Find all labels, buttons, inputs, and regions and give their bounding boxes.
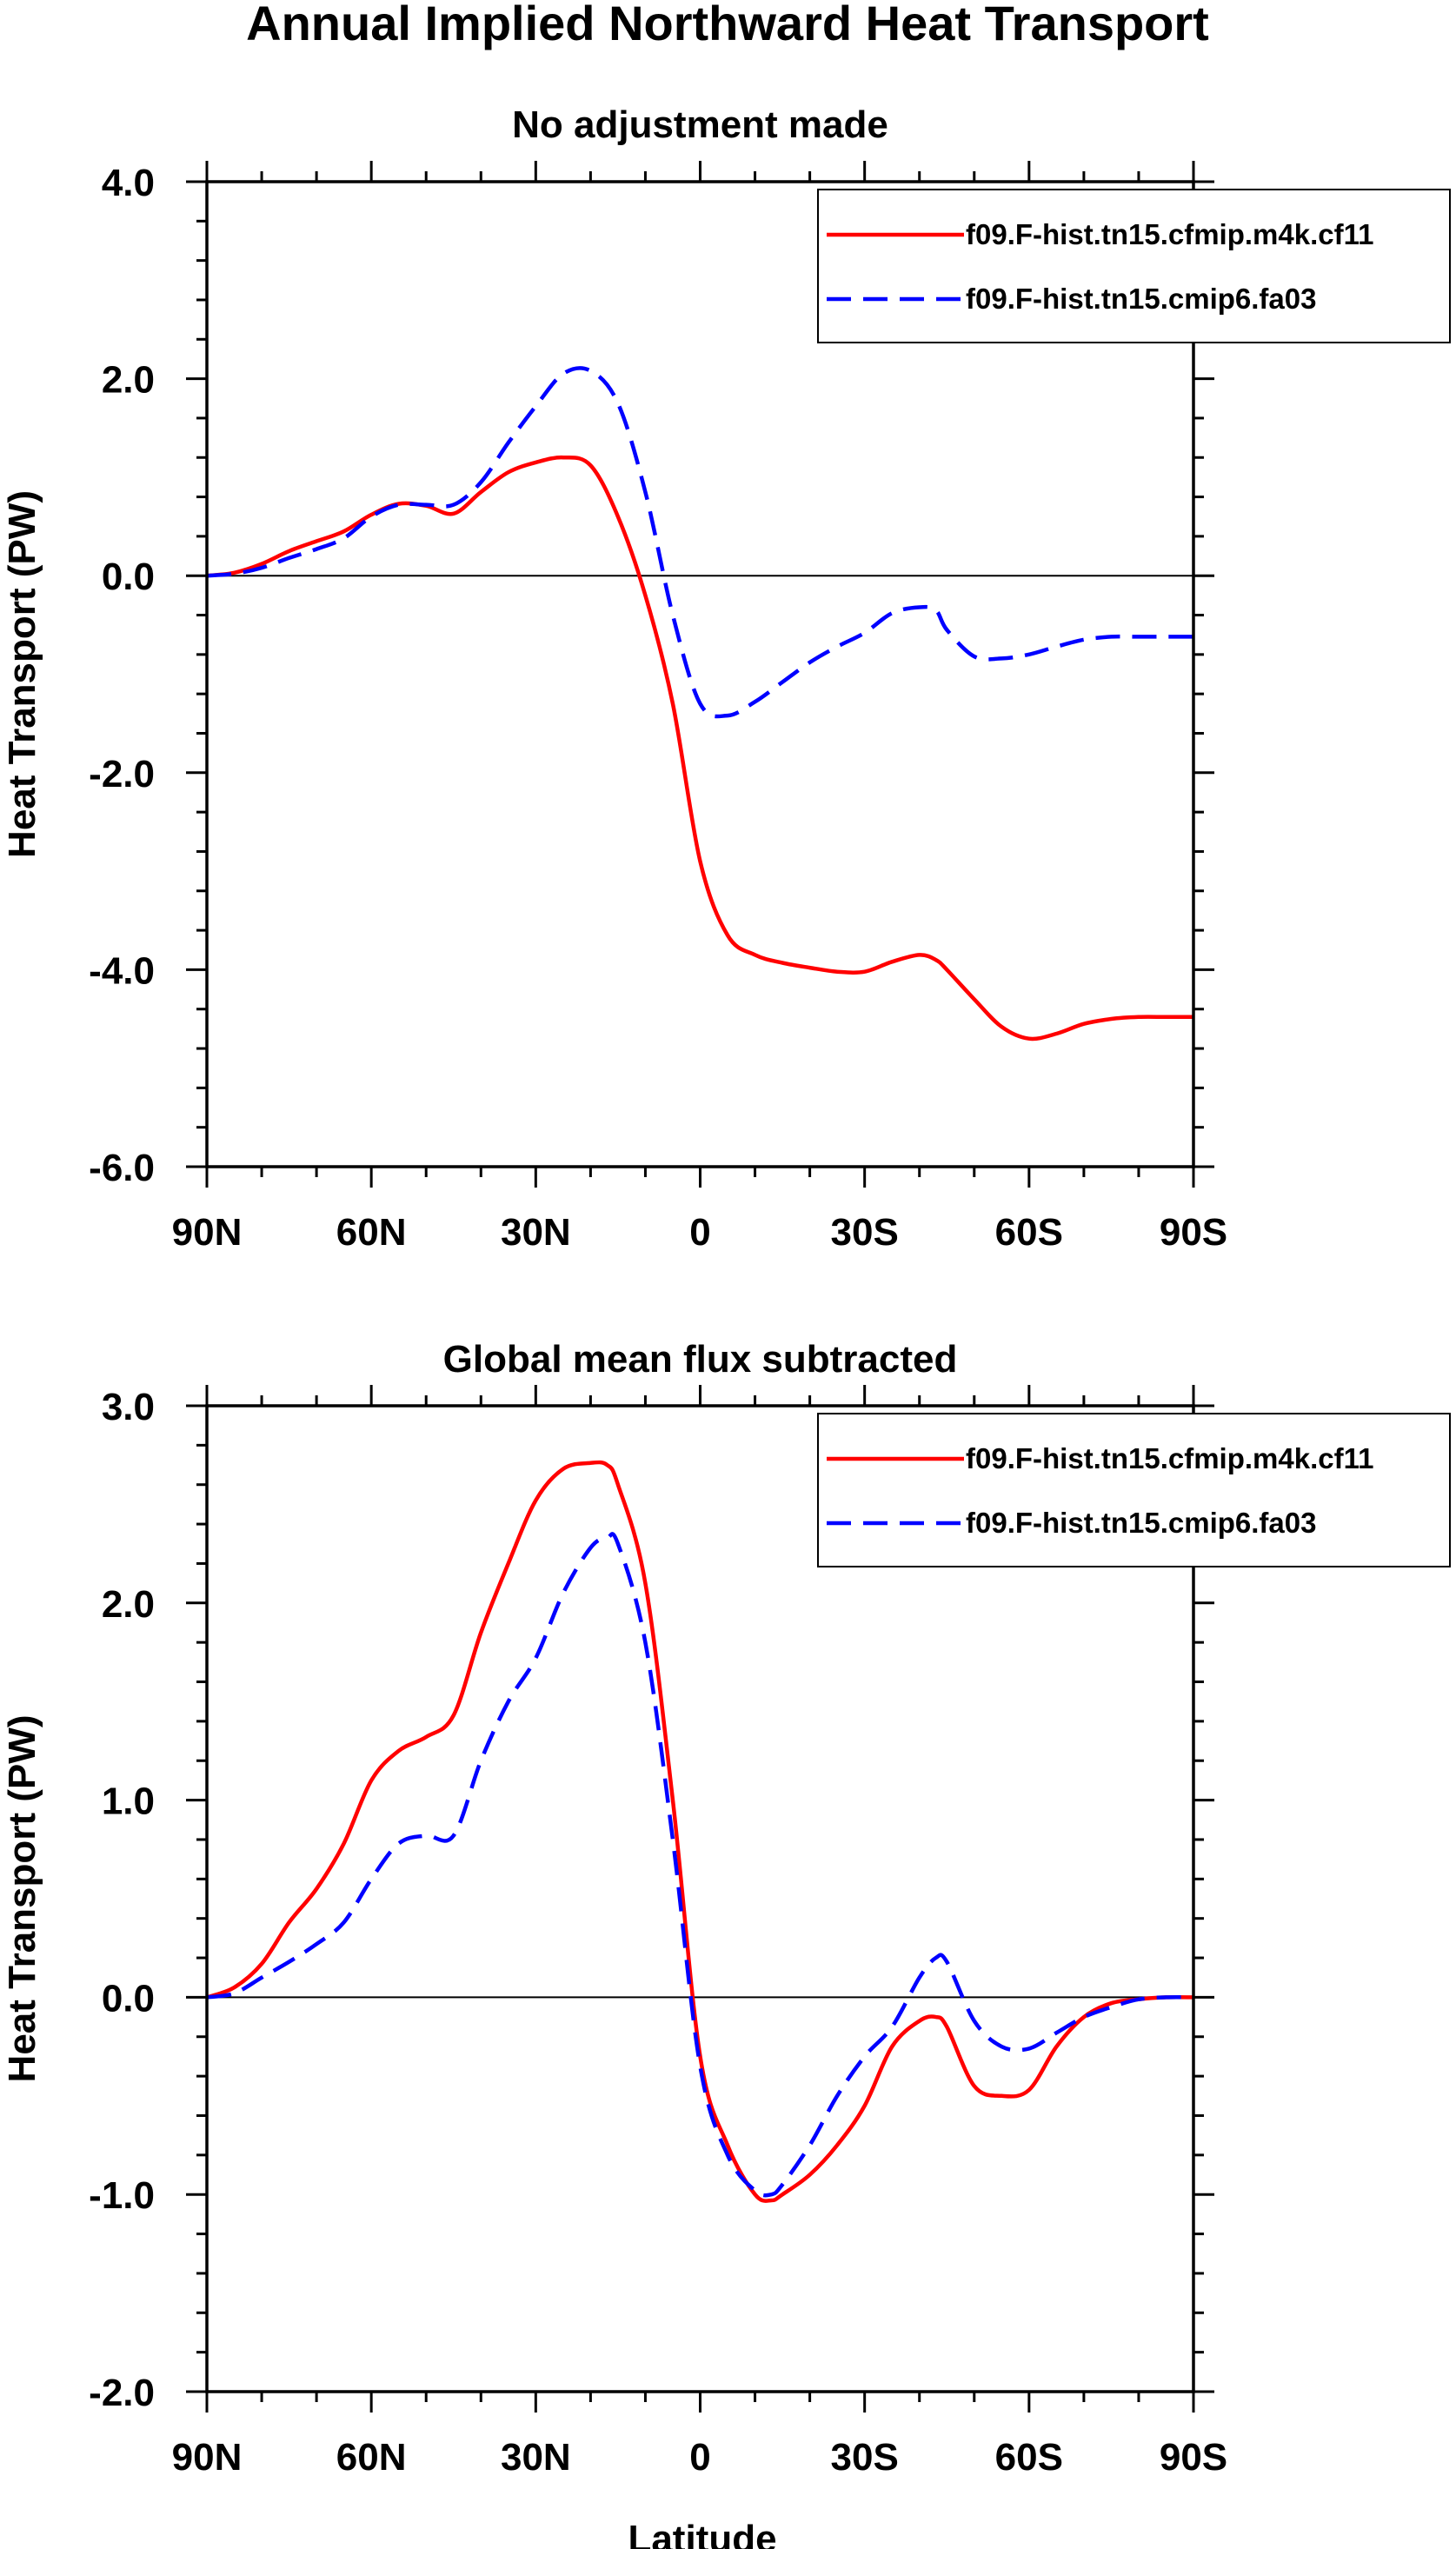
y-tick-label: 0.0 — [102, 1977, 155, 2020]
y-tick-label: 3.0 — [102, 1386, 155, 1428]
series-line-cmip6 — [206, 1532, 1194, 2198]
y-tick-label: 1.0 — [102, 1780, 155, 1823]
legend: f09.F-hist.tn15.cfmip.m4k.cf11 f09.F-hist… — [817, 189, 1451, 343]
y-tick-label: -6.0 — [89, 1147, 155, 1189]
y-tick-label: -1.0 — [89, 2174, 155, 2217]
legend: f09.F-hist.tn15.cfmip.m4k.cf11 f09.F-hist… — [817, 1413, 1451, 1567]
y-tick-label: -4.0 — [89, 949, 155, 992]
x-tick-label: 30S — [831, 1211, 899, 1254]
legend-box — [817, 1413, 1451, 1567]
x-tick-label: 30N — [501, 1211, 571, 1254]
y-tick-label: 2.0 — [102, 1583, 155, 1626]
panel-title: Global mean flux subtracted — [443, 1338, 958, 1381]
x-tick-label: 30N — [501, 2436, 571, 2479]
y-tick-label: 0.0 — [102, 556, 155, 598]
panel-global-mean-subtracted: Global mean flux subtracted Heat Transpor… — [1, 1338, 1451, 2479]
x-tick-label: 0 — [689, 2436, 710, 2479]
x-tick-label: 0 — [689, 1211, 710, 1254]
series-line-cfmip — [206, 1460, 1194, 2203]
legend-label: f09.F-hist.tn15.cmip6.fa03 — [966, 283, 1316, 315]
y-tick-label: -2.0 — [89, 2372, 155, 2414]
y-tick-label: 2.0 — [102, 359, 155, 402]
x-tick-label: 90N — [172, 1211, 243, 1254]
x-tick-label: 60S — [995, 2436, 1063, 2479]
x-tick-label: 90S — [1160, 1211, 1227, 1254]
plot-frame — [205, 180, 1195, 1168]
x-tick-label: 90N — [172, 2436, 243, 2479]
legend-box — [817, 189, 1451, 343]
x-tick-label: 60S — [995, 1211, 1063, 1254]
x-tick-label: 60N — [336, 1211, 407, 1254]
x-tick-label: 30S — [831, 2436, 899, 2479]
y-axis-label: Heat Transport (PW) — [1, 490, 43, 858]
panel-no-adjustment: No adjustment made Heat Transport (PW) 4.0… — [1, 103, 1451, 1254]
plot-frame — [205, 1404, 1195, 2393]
series-line-cfmip — [206, 455, 1193, 1042]
y-tick-label: -2.0 — [89, 753, 155, 795]
legend-label: f09.F-hist.tn15.cfmip.m4k.cf11 — [966, 1442, 1374, 1474]
legend-label: f09.F-hist.tn15.cmip6.fa03 — [966, 1507, 1316, 1539]
panel-title: No adjustment made — [512, 103, 888, 146]
y-axis-label: Heat Transport (PW) — [1, 1715, 43, 2083]
y-tick-label: 4.0 — [102, 162, 155, 204]
x-axis-label: Latitude — [628, 2518, 776, 2549]
figure-title: Annual Implied Northward Heat Transport — [246, 0, 1209, 50]
x-tick-label: 90S — [1160, 2436, 1227, 2479]
x-tick-label: 60N — [336, 2436, 407, 2479]
series-line-cmip6 — [206, 366, 1193, 719]
legend-label: f09.F-hist.tn15.cfmip.m4k.cf11 — [966, 218, 1374, 250]
